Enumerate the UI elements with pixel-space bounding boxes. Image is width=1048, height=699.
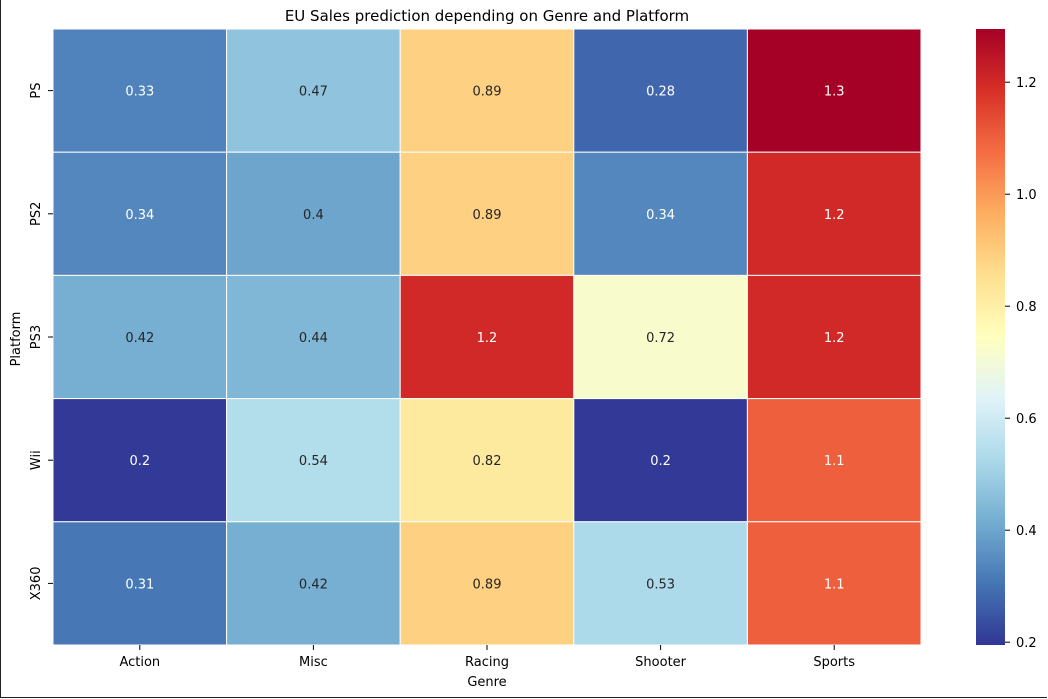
cell-value-label: 0.42 [299,577,328,592]
x-tick-label: Racing [465,655,509,670]
heatmap-cell [226,521,401,646]
colorbar-gradient [976,29,1005,645]
heatmap-cell [226,398,401,523]
cell-value-label: 0.54 [299,454,328,469]
cell-value-label: 0.34 [125,208,154,223]
cell-value-label: 0.2 [129,454,150,469]
colorbar-tick-label: 0.4 [1016,524,1037,539]
colorbar: 0.2 0.4 0.6 0.8 1.0 1.2 [976,29,1037,651]
heatmap-cell [746,521,922,646]
heatmap-cell [52,151,228,276]
heatmap-cell [52,28,228,153]
cell-value-label: 0.89 [473,577,502,592]
y-tick-label: X360 [29,567,44,601]
heatmap-cell [226,274,401,400]
colorbar-tick-label: 0.2 [1016,636,1037,651]
x-tick-label: Shooter [635,655,686,670]
cell-value-label: 0.53 [646,577,675,592]
y-tick-label: PS3 [29,325,44,349]
cell-value-label: 0.31 [125,577,154,592]
x-tick-label: Action [119,655,160,670]
heatmap-cell [573,398,748,523]
colorbar-tick-label: 1.0 [1016,188,1037,203]
heatmap-cell [399,28,575,153]
heatmap-cell [399,151,575,276]
y-axis-label: Platform [9,312,24,367]
heatmap-cell [226,28,401,153]
heatmap-cell [52,274,228,400]
heatmap-cell [573,274,748,400]
y-tick-label: Wii [29,450,44,470]
heatmap-cell [399,521,575,646]
cell-value-label: 0.34 [646,208,675,223]
cell-value-label: 1.3 [824,85,845,100]
y-tick-label: PS [29,83,44,99]
y-tick-label: PS2 [29,202,44,226]
heatmap-cell [746,398,922,523]
x-tick-label: Misc [299,655,328,670]
x-axis-label: Genre [467,675,506,690]
cell-value-label: 0.33 [125,85,154,100]
heatmap-cell [573,28,748,153]
colorbar-tick-label: 0.8 [1016,300,1037,315]
heatmap-cell [746,274,922,400]
heatmap-cell [399,398,575,523]
cell-value-label: 0.44 [299,331,328,346]
heatmap-cell [52,521,228,646]
cell-value-label: 1.2 [824,331,845,346]
x-tick-label: Sports [813,655,855,670]
cell-value-label: 0.2 [650,454,671,469]
colorbar-tick-label: 0.6 [1016,412,1037,427]
colorbar-tick-label: 1.2 [1016,76,1037,91]
chart-title: EU Sales prediction depending on Genre a… [285,7,689,25]
heatmap-cell [399,274,575,400]
heatmap-cell [52,398,228,523]
heatmap-cell [746,151,922,276]
cell-value-label: 1.1 [824,577,845,592]
heatmap-cell [573,521,748,646]
heatmap-cells: 0.33 0.47 0.89 0.28 1.3 0.34 0.4 0.89 0.34 1.2 0.4… [52,28,922,646]
x-axis-ticks: Action Misc Racing Shooter Sports [119,645,855,670]
y-axis-ticks: PS PS2 PS3 Wii X360 [29,83,53,601]
cell-value-label: 1.1 [824,454,845,469]
cell-value-label: 0.82 [473,454,502,469]
cell-value-label: 1.2 [824,208,845,223]
heatmap-cell [746,28,922,153]
cell-value-label: 0.28 [646,85,675,100]
cell-value-label: 0.47 [299,85,328,100]
cell-value-label: 1.2 [477,331,498,346]
cell-value-label: 0.72 [646,331,675,346]
cell-value-label: 0.4 [303,208,324,223]
cell-value-label: 0.42 [125,331,154,346]
cell-value-label: 0.89 [473,208,502,223]
heatmap-cell [226,151,401,276]
cell-value-label: 0.89 [473,85,502,100]
